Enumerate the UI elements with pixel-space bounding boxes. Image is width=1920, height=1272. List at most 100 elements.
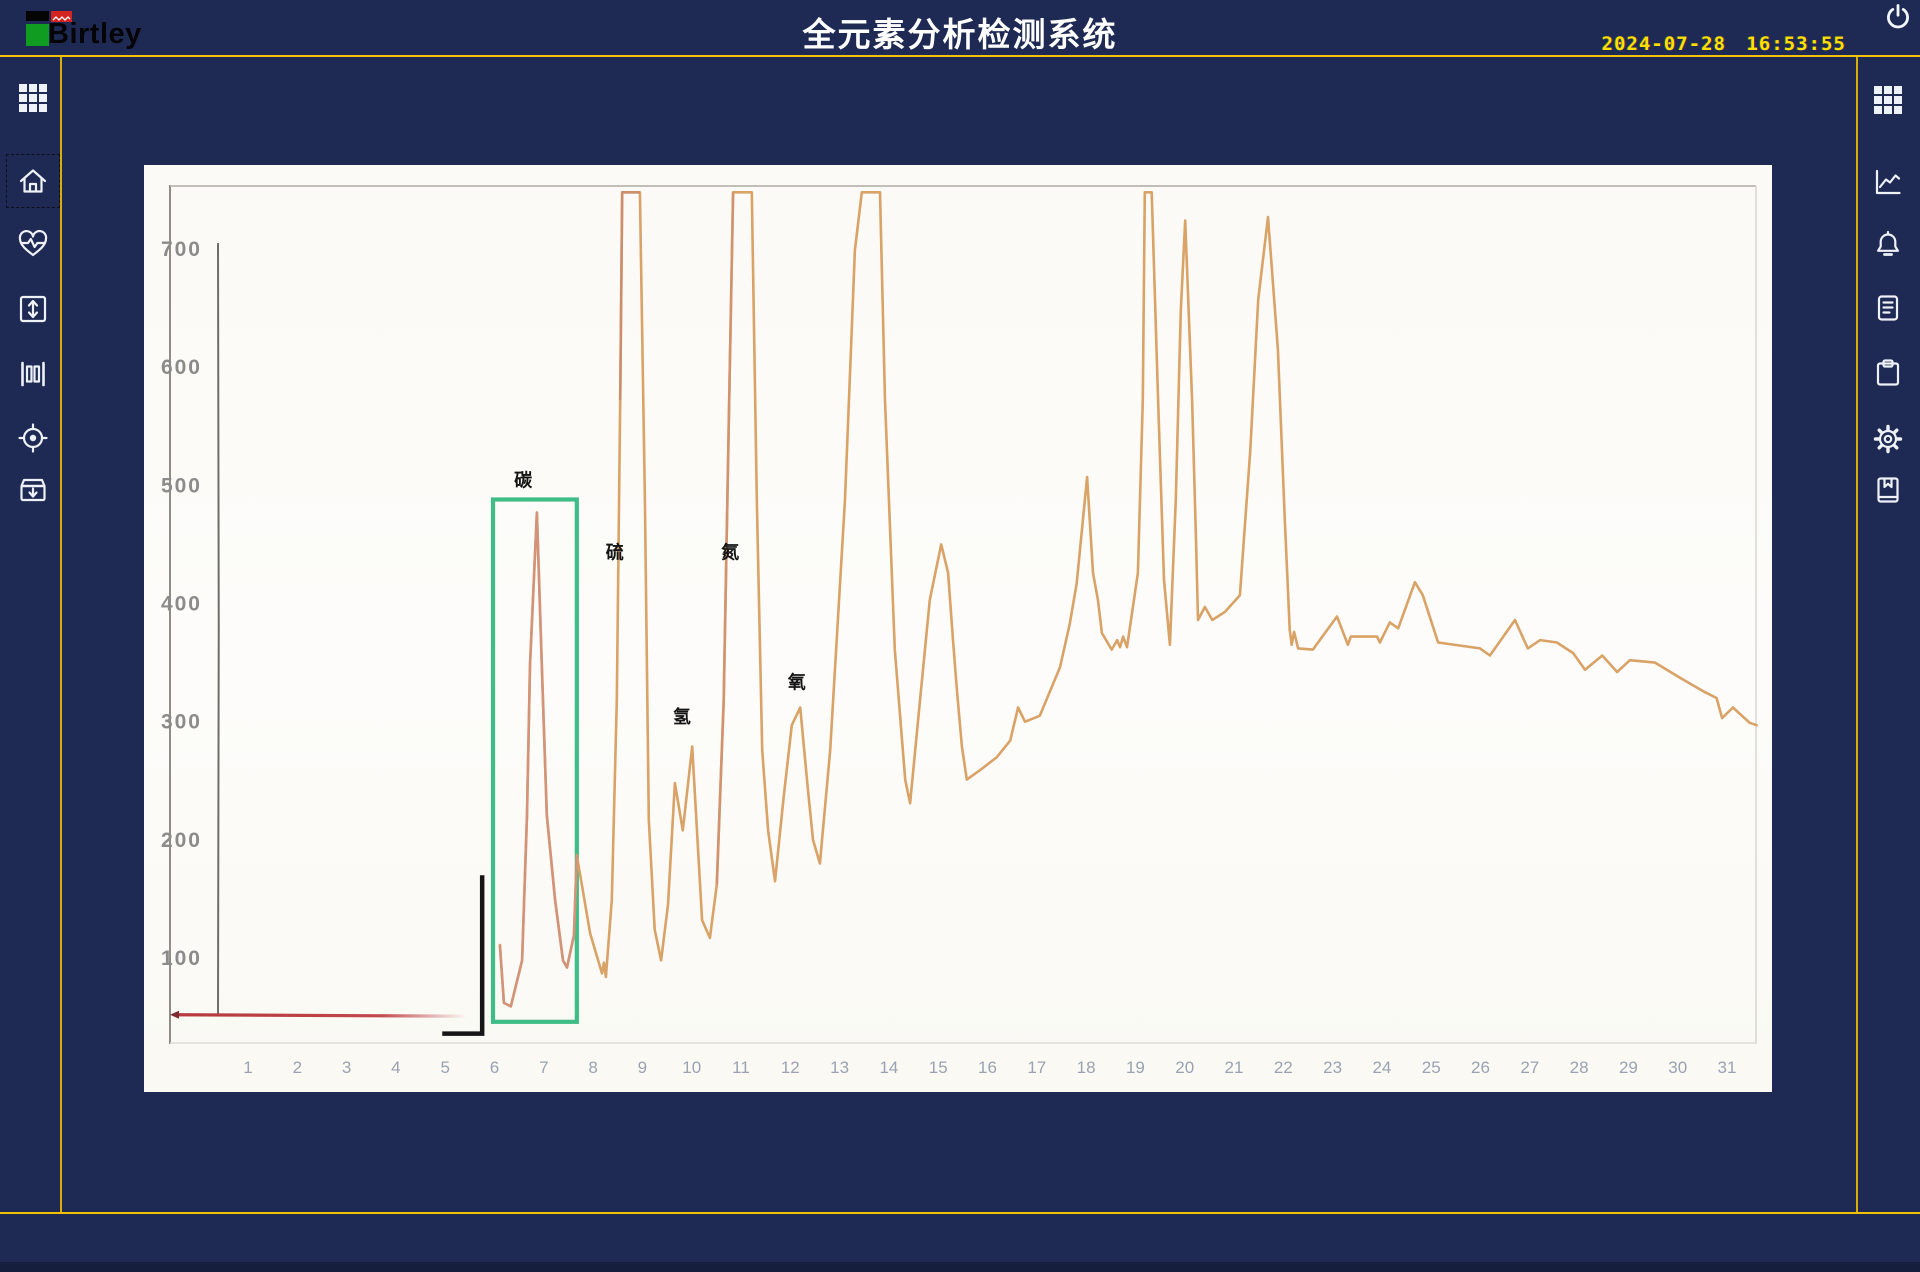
trace-tint-segment <box>498 511 579 1008</box>
sidebar-item-clipboard[interactable] <box>1866 351 1910 395</box>
x-tick-label: 19 <box>1126 1058 1145 1077</box>
x-tick-label: 20 <box>1175 1058 1194 1077</box>
line-chart-icon <box>1875 169 1901 195</box>
home-icon <box>19 169 47 193</box>
x-tick-label: 7 <box>539 1058 548 1077</box>
power-button[interactable] <box>1884 3 1912 31</box>
y-axis-line <box>217 242 220 1017</box>
x-tick-label: 18 <box>1077 1058 1096 1077</box>
x-tick-label: 26 <box>1471 1058 1490 1077</box>
power-icon <box>1887 4 1909 29</box>
sidebar-item-bell[interactable] <box>1866 223 1910 267</box>
element-label: 氮 <box>721 542 739 563</box>
trace-tint-segment <box>715 192 735 885</box>
element-label: 氢 <box>673 706 691 727</box>
red-baseline <box>175 1013 467 1018</box>
x-tick-label: 13 <box>830 1058 849 1077</box>
y-tick-label: 700 <box>161 238 202 261</box>
sidebar-item-grid-menu[interactable] <box>11 76 55 120</box>
y-tick-label: 100 <box>161 947 202 970</box>
y-tick-label: 500 <box>161 474 202 497</box>
sidebar-item-bookmark-book[interactable] <box>1866 468 1910 512</box>
heart-pulse-icon <box>18 230 48 257</box>
sidebar-item-report-document[interactable] <box>1866 286 1910 330</box>
bookmark-book-icon <box>1877 477 1899 503</box>
x-tick-label: 21 <box>1225 1058 1244 1077</box>
y-tick-label: 200 <box>161 829 202 852</box>
sidebar-item-target[interactable] <box>11 416 55 460</box>
x-tick-label: 6 <box>490 1058 499 1077</box>
footer-divider <box>0 1212 1920 1214</box>
brand-logo: Birtley <box>24 6 204 52</box>
bottom-edge <box>0 1262 1920 1272</box>
grid-menu-icon <box>19 84 47 112</box>
sidebar-item-box-vertical-arrows[interactable] <box>11 287 55 331</box>
x-tick-label: 4 <box>391 1058 400 1077</box>
x-tick-label: 27 <box>1520 1058 1539 1077</box>
element-label: 氧 <box>787 672 806 693</box>
chromatogram-trace <box>498 191 1758 1008</box>
sidebar-item-gate-bars[interactable] <box>11 352 55 396</box>
sidebar-item-archive-down[interactable] <box>11 468 55 512</box>
box-vertical-arrows-icon <box>19 295 47 323</box>
grid-menu-icon <box>1874 86 1902 114</box>
logo-zigzag-icon <box>52 16 71 21</box>
x-tick-label: 22 <box>1274 1058 1293 1077</box>
x-tick-label: 10 <box>682 1058 701 1077</box>
x-tick-label: 2 <box>293 1058 302 1077</box>
x-tick-label: 14 <box>879 1058 898 1077</box>
sidebar-item-home[interactable] <box>6 154 60 208</box>
x-tick-label: 8 <box>588 1058 597 1077</box>
x-tick-label: 30 <box>1668 1058 1687 1077</box>
logo-red-block <box>51 11 72 22</box>
red-baseline-arrow <box>170 1010 180 1019</box>
left-sidebar-divider <box>60 57 62 1212</box>
archive-down-icon <box>20 478 46 502</box>
x-tick-label: 23 <box>1323 1058 1342 1077</box>
sidebar-item-gear[interactable] <box>1866 417 1910 461</box>
trace-tint-segment <box>618 191 640 401</box>
x-tick-label: 24 <box>1372 1058 1391 1077</box>
topbar-divider <box>0 55 1920 57</box>
logo-text: Birtley <box>48 18 142 50</box>
target-icon <box>18 423 48 453</box>
page-title: 全元素分析检测系统 <box>802 16 1118 53</box>
gate-bars-icon <box>21 361 45 387</box>
element-label: 硫 <box>606 542 624 563</box>
element-label: 碳 <box>514 470 533 491</box>
x-tick-label: 16 <box>978 1058 997 1077</box>
x-tick-label: 29 <box>1619 1058 1638 1077</box>
x-tick-label: 25 <box>1422 1058 1441 1077</box>
selection-region-box <box>490 497 579 1024</box>
y-tick-label: 400 <box>161 592 202 615</box>
x-tick-label: 12 <box>781 1058 800 1077</box>
sidebar-item-grid-menu-right[interactable] <box>1866 78 1910 122</box>
x-tick-label: 5 <box>440 1058 449 1077</box>
x-tick-label: 17 <box>1027 1058 1046 1077</box>
logo-black-block <box>26 11 49 21</box>
x-tick-label: 9 <box>638 1058 647 1077</box>
datetime-display: 2024-07-28 16:53:55 <box>1601 33 1846 55</box>
x-tick-label: 11 <box>732 1058 750 1077</box>
logo-green-block <box>26 24 49 46</box>
sidebar-item-heart-pulse[interactable] <box>11 222 55 266</box>
top-bar: Birtley 全元素分析检测系统 2024-07-28 16:53:55 <box>0 0 1920 55</box>
chromatogram-panel: 100 200 300 400 500 600 700 1 2 3 4 5 6 7 8 9 10 11 12 13 14… <box>144 165 1772 1092</box>
x-tick-label: 15 <box>929 1058 948 1077</box>
x-tick-label: 3 <box>342 1058 351 1077</box>
sidebar-item-line-chart[interactable] <box>1866 160 1910 204</box>
gear-icon <box>1873 424 1903 454</box>
x-tick-label: 31 <box>1718 1058 1737 1077</box>
clipboard-icon <box>1876 359 1900 386</box>
integrator-bracket <box>442 875 485 1036</box>
right-sidebar-divider <box>1856 57 1858 1212</box>
report-document-icon <box>1877 295 1899 321</box>
x-tick-label: 28 <box>1570 1058 1589 1077</box>
x-tick-label: 1 <box>243 1058 252 1077</box>
bell-icon <box>1877 230 1899 256</box>
y-tick-label: 600 <box>161 356 202 379</box>
y-tick-label: 300 <box>161 711 202 734</box>
